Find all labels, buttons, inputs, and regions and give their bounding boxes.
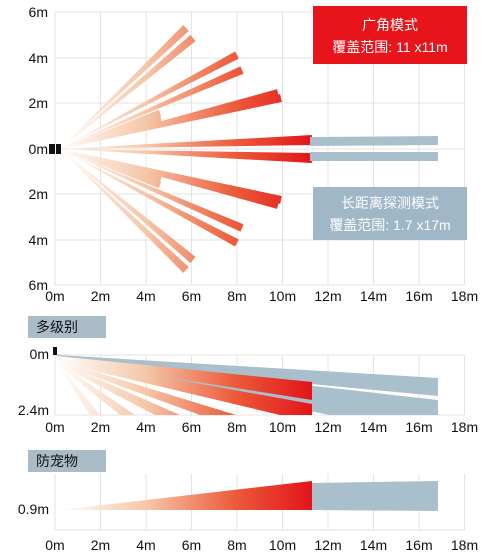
fan-beam — [60, 149, 313, 163]
x-tick-label: 10m — [269, 537, 296, 553]
wide-angle-mode-box-bg — [313, 6, 467, 64]
y-tick-label: 4m — [29, 50, 48, 66]
x-tick-label: 10m — [269, 419, 296, 435]
middle-panel: 多级别 0m 2.4m 0m 2m 4m 6m 8m 10m 12m 14m 16m 18m — [18, 316, 478, 435]
pet-immune-blue-beam — [310, 481, 438, 511]
fan-beam — [60, 51, 239, 149]
wide-angle-mode-coverage: 覆盖范围: 11 x11m — [332, 39, 447, 55]
multi-level-red-beam — [57, 361, 180, 415]
middle-y-label-top: 0m — [30, 346, 49, 362]
x-tick-label: 16m — [405, 288, 432, 304]
y-tick-label: 2m — [29, 186, 48, 202]
fan-beam — [60, 149, 162, 189]
middle-beams — [57, 355, 438, 415]
fan-beam — [60, 109, 162, 149]
x-tick-label: 2m — [91, 537, 110, 553]
x-tick-label: 12m — [314, 288, 341, 304]
fan-beam — [60, 149, 244, 232]
x-tick-label: 18m — [451, 288, 478, 304]
y-tick-label: 6m — [29, 277, 48, 293]
x-tick-label: 8m — [227, 419, 246, 435]
x-tick-label: 16m — [405, 419, 432, 435]
fan-beam — [60, 149, 196, 264]
x-tick-label: 0m — [45, 288, 64, 304]
x-tick-label: 6m — [182, 419, 201, 435]
multi-level-tag: 多级别 — [36, 319, 78, 335]
fan-beam — [60, 115, 162, 149]
fan-beam — [60, 149, 162, 183]
multi-level-red-beam — [57, 362, 100, 415]
x-tick-label: 18m — [451, 537, 478, 553]
wide-angle-mode-title: 广角模式 — [362, 17, 418, 33]
bottom-x-axis-labels: 0m 2m 4m 6m 8m 10m 12m 14m 16m 18m — [45, 537, 478, 553]
y-tick-label: 2m — [29, 95, 48, 111]
fan-beam — [60, 66, 244, 149]
x-tick-label: 12m — [314, 419, 341, 435]
bottom-beams — [60, 481, 438, 511]
long-range-mode-box-bg — [313, 187, 467, 240]
pet-immune-tag: 防宠物 — [36, 453, 78, 469]
top-long-range-beams — [310, 136, 438, 161]
top-fan-beams — [60, 25, 313, 273]
middle-sensor-icon — [53, 347, 57, 355]
bottom-y-label: 0.9m — [18, 501, 49, 517]
sensor-lens-icon — [56, 144, 61, 154]
long-range-beam-upper — [310, 136, 438, 146]
x-tick-label: 6m — [182, 288, 201, 304]
long-range-mode-box: 长距离探测模式 覆盖范围: 1.7 x17m — [313, 187, 467, 240]
x-tick-label: 2m — [91, 288, 110, 304]
x-tick-label: 4m — [136, 288, 155, 304]
wide-angle-mode-box: 广角模式 覆盖范围: 11 x11m — [313, 6, 467, 64]
multi-level-tag-bg — [28, 316, 106, 338]
multi-level-red-beam — [57, 360, 236, 415]
x-tick-label: 6m — [182, 537, 201, 553]
x-tick-label: 16m — [405, 537, 432, 553]
long-range-mode-title: 长距离探测模式 — [341, 195, 439, 211]
x-tick-label: 8m — [227, 537, 246, 553]
x-tick-label: 18m — [451, 419, 478, 435]
x-tick-label: 4m — [136, 419, 155, 435]
fan-beam — [60, 149, 239, 247]
x-tick-label: 10m — [269, 288, 296, 304]
x-tick-label: 14m — [360, 419, 387, 435]
x-tick-label: 14m — [360, 537, 387, 553]
top-x-axis-labels: 0m 2m 4m 6m 8m 10m 12m 14m 16m 18m — [45, 288, 478, 304]
pet-immune-red-beam — [60, 481, 312, 510]
x-tick-label: 12m — [314, 537, 341, 553]
x-tick-label: 0m — [45, 537, 64, 553]
y-tick-label: 4m — [29, 232, 48, 248]
multi-level-red-beam — [57, 358, 312, 415]
top-y-axis-labels: 6m 4m 2m 0m 2m 4m 6m — [29, 4, 48, 293]
multi-level-red-beam — [57, 356, 312, 400]
middle-x-axis-labels: 0m 2m 4m 6m 8m 10m 12m 14m 16m 18m — [45, 419, 478, 435]
x-tick-label: 8m — [227, 288, 246, 304]
pet-immune-tag-bg — [28, 450, 106, 472]
x-tick-label: 2m — [91, 419, 110, 435]
fan-beam — [60, 25, 189, 150]
x-tick-label: 0m — [45, 419, 64, 435]
fan-beam — [60, 34, 196, 149]
top-panel: 6m 4m 2m 0m 2m 4m 6m 0m 2m 4m 6m 8m 10m 12m 14m 16m 18m… — [29, 4, 479, 304]
fan-beam — [60, 135, 313, 149]
fan-beam — [60, 149, 189, 273]
x-tick-label: 4m — [136, 537, 155, 553]
bottom-panel: 防宠物 0.9m 0m 2m 4m 6m 8m 10m 12m 14m 16m 18m — [18, 450, 478, 553]
middle-y-label-bottom: 2.4m — [18, 402, 49, 418]
sensor-icon — [49, 144, 55, 154]
y-tick-label: 0m — [29, 141, 48, 157]
long-range-beam-lower — [310, 152, 438, 161]
long-range-mode-coverage: 覆盖范围: 1.7 x17m — [329, 217, 450, 233]
x-tick-label: 14m — [360, 288, 387, 304]
multi-level-red-beam — [57, 362, 135, 415]
y-tick-label: 6m — [29, 4, 48, 20]
